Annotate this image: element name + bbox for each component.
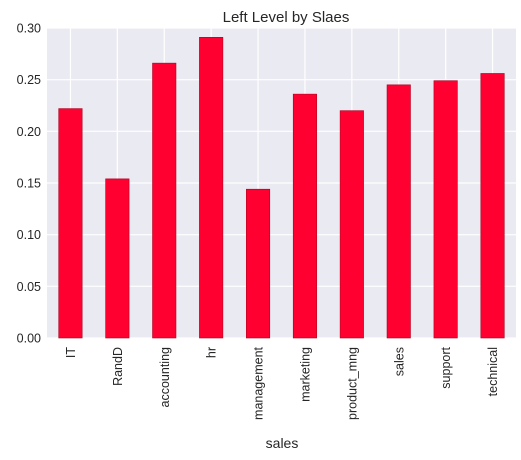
y-tick-label: 0.25	[17, 73, 41, 87]
bar-product-mng	[339, 110, 364, 339]
x-tick-label: management	[252, 346, 266, 419]
bar-support	[433, 80, 458, 339]
bar-hr	[199, 36, 224, 339]
x-tick-label: IT	[64, 347, 78, 358]
bars	[58, 36, 505, 339]
x-axis-label: sales	[266, 435, 299, 451]
x-tick-label: technical	[486, 347, 500, 396]
y-tick-label: 0.00	[17, 332, 41, 346]
bar-marketing	[292, 93, 317, 339]
x-tick-label: accounting	[158, 347, 172, 408]
y-tick-label: 0.10	[17, 228, 41, 242]
y-tick-label: 0.05	[17, 280, 41, 294]
x-axis-ticks: IT RandD accounting hr management marketing pr…	[64, 346, 500, 419]
x-tick-label: product_mng	[345, 347, 359, 420]
bar-accounting	[152, 62, 177, 339]
y-tick-label: 0.15	[17, 177, 41, 191]
x-tick-label: sales	[392, 347, 406, 376]
x-tick-label: support	[439, 346, 453, 388]
bar-management	[246, 188, 271, 339]
chart-title: Left Level by Slaes	[223, 9, 350, 26]
bar-it	[58, 108, 83, 339]
y-tick-label: 0.20	[17, 125, 41, 139]
y-axis-ticks: 0.00 0.05 0.10 0.15 0.20 0.25 0.30	[17, 22, 41, 346]
bar-randd	[105, 178, 130, 339]
bar-sales	[386, 84, 411, 339]
x-tick-label: RandD	[111, 347, 125, 386]
x-tick-label: marketing	[298, 347, 312, 402]
x-tick-label: hr	[205, 347, 219, 358]
bar-technical	[480, 73, 505, 339]
y-tick-label: 0.30	[17, 22, 41, 36]
